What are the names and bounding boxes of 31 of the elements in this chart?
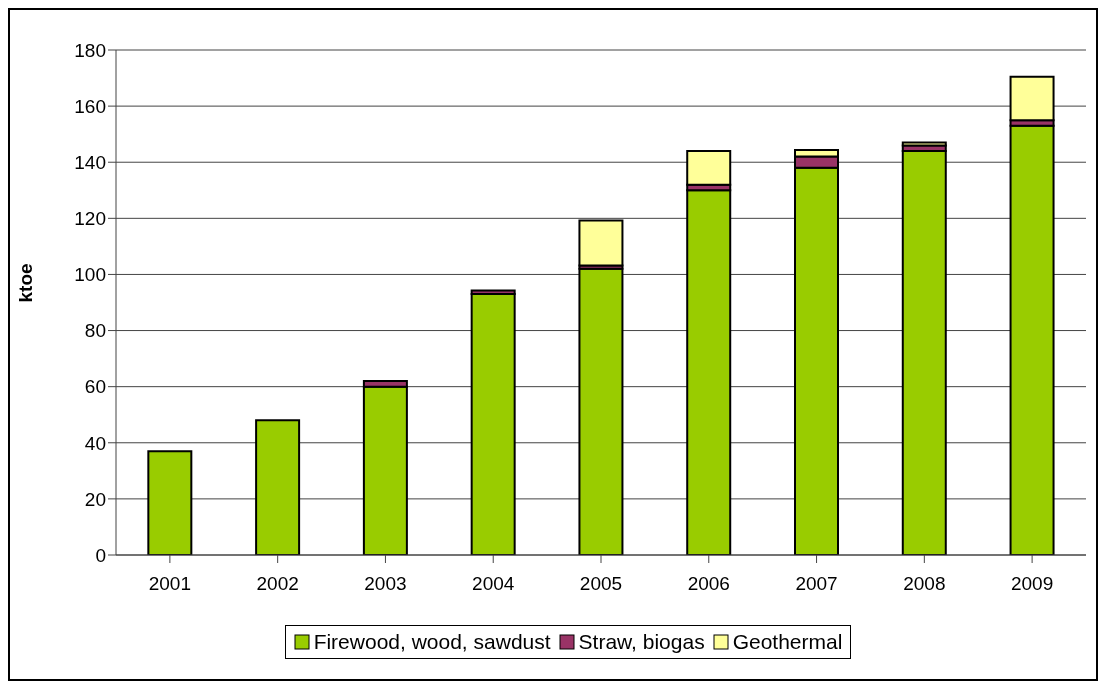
x-tick-label: 2002 [256,573,299,595]
y-tick-label: 80 [84,320,106,342]
x-tick-label: 2005 [579,573,623,595]
y-tick-label: 140 [74,151,106,173]
bar [470,293,516,555]
legend-label: Firewood, wood, sawdust [313,630,551,654]
bar [901,150,947,555]
y-tick-label: 60 [84,376,106,398]
y-tick-label: 0 [95,544,106,566]
y-tick-label: 160 [74,95,106,117]
y-tick-label: 20 [84,488,106,510]
y-tick-label: 180 [74,39,106,61]
bar [255,419,301,555]
bar [578,267,624,555]
x-tick-label: 2007 [795,573,838,595]
bar [147,450,193,555]
y-tick-label: 120 [74,208,106,230]
x-tick-label: 2004 [472,573,515,595]
x-tick-label: 2003 [364,573,407,595]
x-tick-label: 2001 [148,573,192,595]
y-tick-label: 40 [84,432,106,454]
y-axis-title: ktoe [14,263,36,303]
x-tick-label: 2006 [687,573,730,595]
x-tick-label: 2009 [1010,573,1054,595]
legend-label: Straw, biogas [578,630,705,654]
legend-label: Geothermal [732,630,843,654]
bar [578,219,624,267]
x-tick-label: 2008 [903,573,946,595]
bar [686,189,732,555]
bar [1009,124,1055,555]
y-tick-label: 100 [74,264,106,286]
